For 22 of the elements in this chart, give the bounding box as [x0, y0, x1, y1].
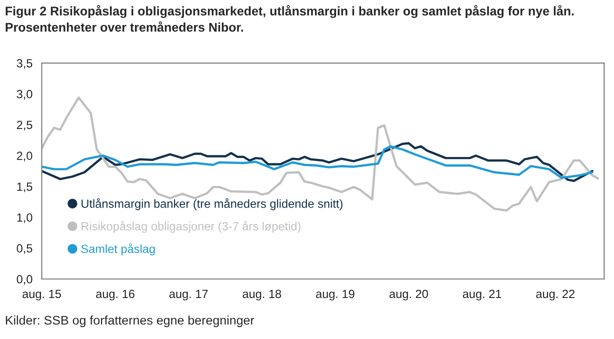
x-tick-label: aug. 18 [242, 290, 282, 300]
y-tick-label: 2,5 [16, 120, 32, 131]
y-tick-label: 1,0 [17, 213, 32, 224]
y-tick-label: 0,0 [16, 275, 32, 285]
x-tick-label: aug. 15 [22, 290, 61, 300]
x-tick-label: aug. 22 [536, 290, 574, 300]
legend-label: Samlet påslag [81, 243, 155, 256]
x-tick-label: aug. 21 [462, 290, 502, 300]
y-tick-label: 2,0 [16, 152, 32, 162]
chart-title: Figur 2 Risikopåslag i obligasjonsmarkedet, utlånsmargin i banker og samlet påslag for nye lån. Prosentenheter over tremåneders Nibor. [6, 5, 574, 32]
x-tick-label: aug. 17 [169, 290, 208, 300]
text: Kilder: SSB og forfatternes egne beregninger [6, 315, 254, 328]
y-tick-label: 3,5 [16, 59, 32, 69]
x-tick-label: aug. 16 [96, 290, 134, 300]
x-tick-label: aug. 20 [390, 290, 428, 300]
legend-label: Utlånsmargin banker (tre måneders glidende snitt) [82, 198, 342, 210]
y-tick-label: 3,0 [16, 90, 32, 100]
line-series [42, 96, 600, 212]
x-tick-label: aug. 19 [316, 290, 354, 300]
legend-label: Risikopåslag obligasjoner (3-7 års løpetid) [82, 220, 300, 233]
y-tick-label: 0,5 [16, 244, 32, 254]
y-tick-label: 1,5 [17, 182, 32, 192]
